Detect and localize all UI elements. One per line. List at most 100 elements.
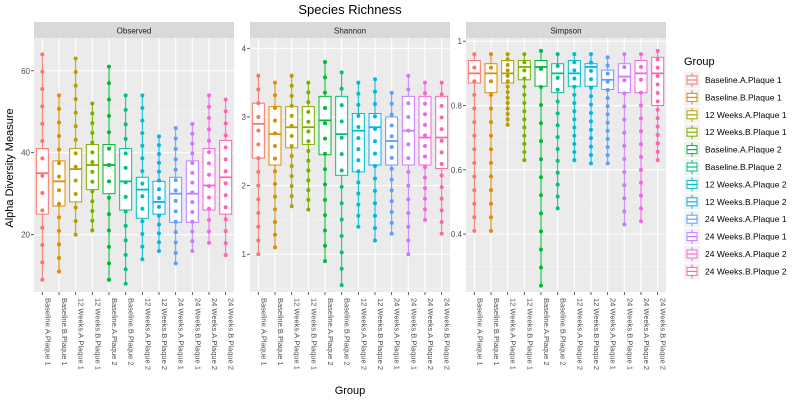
data-point	[489, 52, 493, 57]
facet-strip-label: Observed	[117, 27, 152, 36]
data-point	[373, 213, 377, 218]
data-point	[223, 169, 228, 174]
data-point	[472, 147, 477, 152]
data-point	[356, 191, 361, 196]
facet-strip-label: Shannon	[334, 27, 366, 36]
data-point	[289, 133, 294, 138]
x-tick-label: 12 Weeks.B.Plaque 2	[376, 298, 385, 370]
data-point	[655, 107, 660, 112]
data-point	[489, 160, 493, 165]
data-point	[373, 77, 377, 82]
data-point	[522, 141, 527, 146]
data-point	[406, 224, 411, 229]
y-tick-label: 0.4	[451, 230, 463, 239]
data-point	[555, 170, 560, 175]
data-point	[123, 194, 128, 199]
data-point	[190, 229, 195, 234]
data-point	[639, 154, 643, 159]
data-point	[339, 217, 344, 222]
data-point	[589, 60, 593, 65]
legend-label: Baseline.A.Plaque 2	[705, 145, 782, 155]
data-point	[572, 150, 577, 155]
data-point	[207, 116, 211, 121]
data-point	[423, 112, 427, 117]
data-point	[555, 206, 560, 211]
data-point	[655, 74, 660, 79]
data-point	[339, 119, 344, 124]
data-point	[572, 125, 577, 130]
data-point	[323, 182, 327, 187]
box-body	[651, 56, 665, 107]
data-point	[107, 97, 111, 102]
data-point	[639, 142, 643, 147]
data-point	[207, 184, 211, 189]
box-1	[251, 73, 265, 257]
data-point	[572, 109, 577, 114]
box-2	[268, 80, 282, 250]
data-point	[655, 141, 660, 146]
chart-title: Species Richness	[298, 2, 402, 17]
data-point	[539, 66, 543, 71]
data-point	[256, 252, 261, 257]
facet-strip	[250, 22, 450, 38]
data-point	[539, 283, 543, 288]
x-tick-label: 12 Weeks.A.Plaque 1	[293, 298, 302, 370]
data-point	[555, 147, 560, 152]
box-body	[484, 63, 498, 94]
x-tick-label: 24 Weeks.B.Plaque 1	[409, 298, 418, 370]
data-point	[373, 102, 377, 107]
data-point	[207, 206, 211, 211]
box-10	[401, 73, 415, 257]
data-point	[389, 101, 394, 106]
data-point	[57, 134, 61, 139]
data-point	[555, 99, 560, 104]
x-tick-label: 24 Weeks.B.Plaque 2	[659, 298, 668, 370]
data-point	[140, 257, 145, 262]
data-point	[605, 145, 610, 150]
data-point	[107, 244, 111, 249]
data-point	[439, 161, 444, 166]
legend-item: 12 Weeks.A.Plaque 1	[684, 106, 787, 123]
data-point	[639, 193, 643, 198]
data-point	[472, 215, 477, 220]
data-point	[655, 158, 660, 163]
panel-background	[250, 38, 450, 292]
box-9	[385, 90, 399, 236]
data-point	[389, 177, 394, 182]
data-point	[472, 120, 477, 125]
data-point	[572, 52, 577, 57]
data-point	[339, 283, 344, 288]
x-tick-label: 12 Weeks.B.Plaque 2	[592, 298, 601, 370]
data-point	[107, 212, 111, 217]
data-point	[339, 250, 344, 255]
panel-shannon: Shannon 1 2 3 4 Baseline.A.Plaque 1 Baseline.B…	[242, 22, 452, 370]
data-point	[539, 157, 543, 162]
data-point	[173, 146, 178, 151]
data-point	[605, 63, 610, 68]
data-point	[589, 52, 593, 57]
data-point	[107, 146, 111, 151]
data-point	[40, 156, 45, 161]
data-point	[107, 64, 111, 69]
data-point	[539, 84, 543, 89]
data-point	[57, 242, 61, 247]
data-point	[605, 153, 610, 158]
facet-strip-label: Simpson	[550, 27, 581, 36]
data-point	[439, 185, 444, 190]
data-point	[439, 231, 444, 236]
data-point	[306, 168, 311, 173]
data-point	[339, 103, 344, 108]
x-tick-label: 12 Weeks.A.Plaque 2	[143, 298, 152, 370]
data-point	[406, 156, 411, 161]
data-point	[256, 211, 261, 216]
data-point	[323, 151, 327, 156]
data-point	[406, 197, 411, 202]
x-tick-label: Baseline.B.Plaque 1	[60, 298, 69, 366]
data-point	[555, 111, 560, 116]
data-point	[190, 131, 195, 136]
data-point	[57, 215, 61, 220]
data-point	[223, 241, 228, 246]
data-point	[157, 143, 161, 148]
x-tick-label: Baseline.B.Plaque 2	[127, 298, 136, 366]
data-point	[190, 209, 195, 214]
